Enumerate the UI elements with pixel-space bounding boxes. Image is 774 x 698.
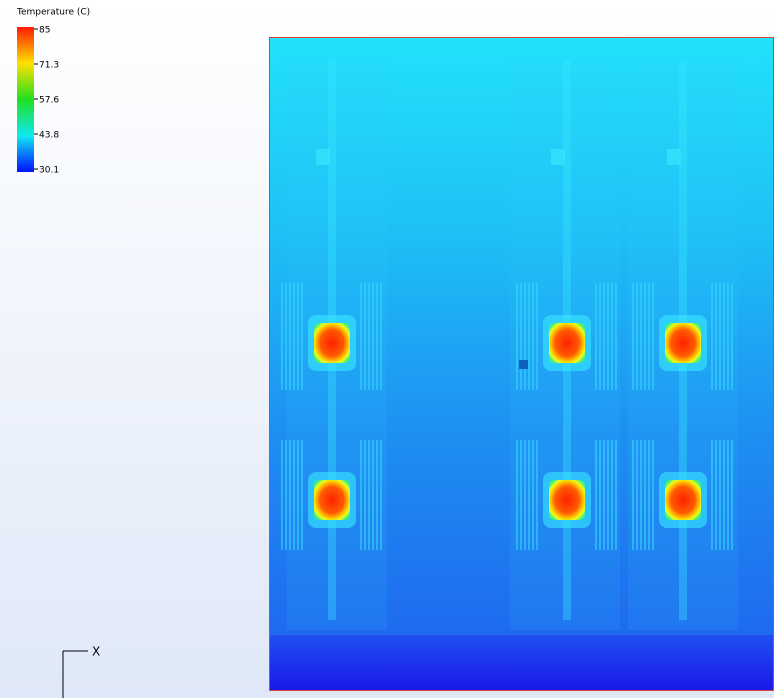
fin: [285, 440, 287, 550]
fin: [711, 440, 713, 550]
fin: [607, 283, 609, 390]
fin: [644, 440, 646, 550]
fin: [715, 440, 717, 550]
color-bar: [17, 27, 34, 172]
fin: [372, 283, 374, 390]
hot-spot: [314, 480, 350, 520]
fin: [368, 283, 370, 390]
via: [316, 149, 330, 165]
fin: [301, 440, 303, 550]
fin: [516, 440, 518, 550]
fin: [727, 283, 729, 390]
fin: [644, 283, 646, 390]
fin: [615, 440, 617, 550]
fin: [380, 440, 382, 550]
fin: [715, 283, 717, 390]
fin: [285, 283, 287, 390]
fin: [640, 440, 642, 550]
fin: [516, 283, 518, 390]
via: [551, 149, 565, 165]
fin: [289, 440, 291, 550]
tick-label: 71.3: [39, 61, 59, 71]
fin: [532, 440, 534, 550]
fin: [376, 283, 378, 390]
fin: [599, 440, 601, 550]
fin: [636, 283, 638, 390]
base-plate: [269, 635, 774, 691]
fin: [528, 283, 530, 390]
fin: [727, 440, 729, 550]
fin: [360, 283, 362, 390]
fin: [719, 440, 721, 550]
fin: [731, 283, 733, 390]
fin: [376, 440, 378, 550]
hot-spot: [665, 323, 701, 363]
fin: [297, 283, 299, 390]
fin: [301, 283, 303, 390]
fin: [520, 283, 522, 390]
fin: [528, 440, 530, 550]
fin: [524, 283, 526, 390]
fin: [281, 283, 283, 390]
fin: [611, 440, 613, 550]
fin: [648, 283, 650, 390]
fin: [652, 440, 654, 550]
fin: [281, 440, 283, 550]
viewport: Temperature (C) 85 71.3 57.6 43.8 30.1 X: [0, 0, 774, 698]
page: {"legend": {"title": "Temperature (C)", …: [0, 0, 774, 698]
fin: [648, 440, 650, 550]
fin: [289, 283, 291, 390]
fin: [723, 440, 725, 550]
fin: [595, 283, 597, 390]
fin: [599, 283, 601, 390]
fin: [607, 440, 609, 550]
fin: [372, 440, 374, 550]
tick-label: 85: [39, 26, 50, 36]
fin: [380, 283, 382, 390]
fin: [723, 283, 725, 390]
hot-spot: [549, 323, 585, 363]
fin: [293, 440, 295, 550]
fin: [640, 283, 642, 390]
fin: [520, 440, 522, 550]
fin: [632, 283, 634, 390]
via: [667, 149, 681, 165]
fin: [711, 283, 713, 390]
fin: [595, 440, 597, 550]
fin: [536, 440, 538, 550]
fin: [368, 440, 370, 550]
tick-label: 30.1: [39, 166, 59, 176]
fin: [360, 440, 362, 550]
tick-label: 43.8: [39, 131, 59, 141]
fin: [719, 283, 721, 390]
fin: [532, 283, 534, 390]
fin: [611, 283, 613, 390]
fin: [603, 440, 605, 550]
fin: [652, 283, 654, 390]
hot-spot: [314, 323, 350, 363]
fin: [524, 440, 526, 550]
sensor: [519, 360, 528, 369]
fin: [364, 283, 366, 390]
tick-label: 57.6: [39, 96, 59, 106]
fin: [536, 283, 538, 390]
fin: [364, 440, 366, 550]
fin: [636, 440, 638, 550]
hot-spot: [549, 480, 585, 520]
fin: [293, 283, 295, 390]
fin: [297, 440, 299, 550]
axis-label: X: [92, 645, 100, 659]
hot-spot: [665, 480, 701, 520]
fin: [632, 440, 634, 550]
legend-title: Temperature (C): [16, 8, 90, 18]
fin: [731, 440, 733, 550]
fin: [615, 283, 617, 390]
temperature-field: [269, 37, 774, 691]
fin: [603, 283, 605, 390]
